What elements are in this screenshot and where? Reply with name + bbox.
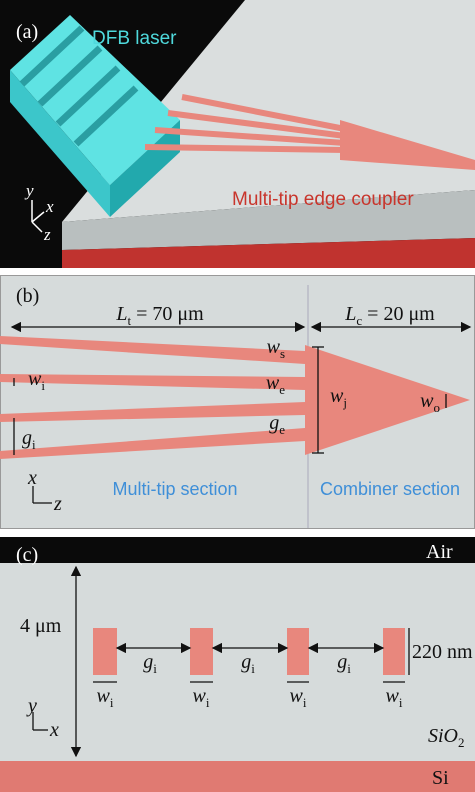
axis-label: x <box>49 719 59 741</box>
symbol-base: w <box>193 685 207 707</box>
subscript: i <box>32 437 36 452</box>
layer-label: Air <box>426 541 453 563</box>
subscript: i <box>347 661 351 676</box>
symbol-base: g <box>269 412 279 434</box>
panel-a: (a) DFB laser Multi-tip edge coupler y x… <box>0 0 475 268</box>
axis-label: z <box>43 225 51 244</box>
section-label: Multi-tip section <box>112 479 237 499</box>
symbol-base: SiO <box>428 725 458 747</box>
symbol-base: w <box>290 685 304 707</box>
panel-label: (c) <box>16 544 38 566</box>
subscript: s <box>280 346 285 361</box>
symbol-base: w <box>386 685 400 707</box>
coupler-label: Multi-tip edge coupler <box>232 189 414 210</box>
symbol-base: L <box>115 303 127 325</box>
air <box>0 537 475 563</box>
subscript: e <box>279 382 285 397</box>
subscript: i <box>251 661 255 676</box>
axis-label: x <box>27 467 37 489</box>
silicon <box>0 761 475 792</box>
symbol-tail: = 20 μm <box>362 303 435 325</box>
subscript: i <box>303 695 307 710</box>
axis-label: z <box>53 493 62 515</box>
subscript: i <box>153 661 157 676</box>
symbol-tail: = 70 μm <box>131 303 204 325</box>
subscript: 2 <box>458 735 465 750</box>
height-label: 4 μm <box>20 615 62 637</box>
symbol-base: L <box>344 303 356 325</box>
subscript: i <box>206 695 210 710</box>
symbol-base: w <box>97 685 111 707</box>
symbol-base: w <box>266 372 280 394</box>
subscript: i <box>41 378 45 393</box>
subscript: j <box>342 395 347 410</box>
symbol-base: g <box>22 427 32 449</box>
figure: (a) DFB laser Multi-tip edge coupler y x… <box>0 0 475 792</box>
subscript: o <box>434 400 441 415</box>
symbol-base: g <box>337 651 347 673</box>
symbol-base: w <box>330 385 344 407</box>
panel-label: (a) <box>16 21 38 43</box>
subscript: i <box>399 695 403 710</box>
symbol-base: g <box>143 651 153 673</box>
panel-label: (b) <box>16 285 39 307</box>
subscript: e <box>279 422 285 437</box>
section-label: Combiner section <box>320 479 460 499</box>
axis-label: y <box>24 181 34 200</box>
layer-label: Si <box>432 767 449 789</box>
thickness-label: 220 nm <box>412 641 473 663</box>
symbol-base: g <box>241 651 251 673</box>
laser-label: DFB laser <box>92 28 177 49</box>
symbol-base: w <box>420 390 434 412</box>
symbol-base: w <box>267 336 281 358</box>
panel-c: (c) Air 4 μm gi gi gi wi wi wi wi 220 nm… <box>0 537 475 792</box>
axis-label: y <box>26 695 37 717</box>
axis-label: x <box>45 197 54 216</box>
symbol-base: w <box>28 368 42 390</box>
subscript: i <box>110 695 114 710</box>
panel-b: (b) Lt = 70 μm Lc = 20 μm ws wi we wj wo… <box>0 276 475 529</box>
